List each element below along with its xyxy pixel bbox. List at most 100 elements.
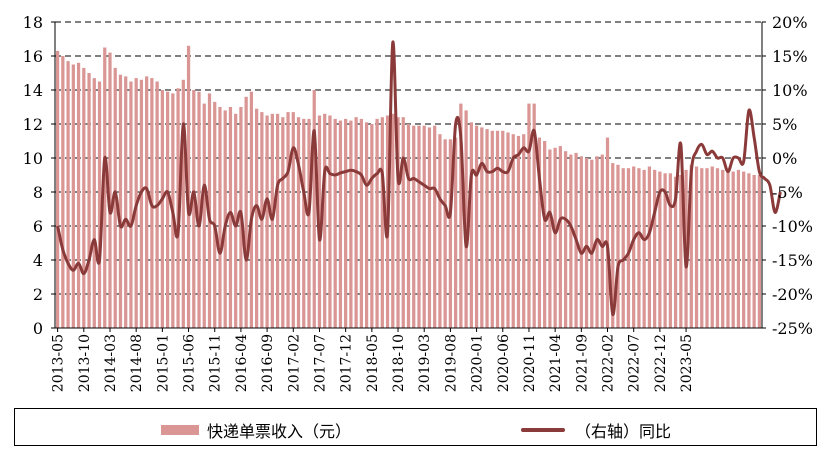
- bar: [700, 168, 703, 328]
- right-tick-label: -15%: [772, 251, 813, 270]
- bar: [554, 148, 557, 328]
- x-tick-label: 2020-01: [470, 334, 486, 392]
- bar: [721, 170, 724, 328]
- bar: [444, 139, 447, 328]
- bar: [213, 102, 216, 328]
- left-tick-label: 16: [23, 47, 43, 66]
- bar: [559, 146, 562, 328]
- bar: [355, 117, 358, 328]
- bar: [203, 104, 206, 328]
- left-tick-label: 0: [33, 319, 43, 338]
- left-tick-label: 2: [33, 285, 43, 304]
- bar: [328, 116, 331, 329]
- legend-swatch-bar: [161, 425, 199, 435]
- legend-label-line: （右轴）同比: [575, 418, 671, 442]
- bar: [423, 126, 426, 328]
- bar: [753, 175, 756, 328]
- bar: [61, 56, 64, 328]
- bar: [470, 122, 473, 328]
- bar: [417, 126, 420, 328]
- bar: [166, 92, 169, 328]
- bar: [375, 119, 378, 328]
- x-tick-label: 2020-06: [496, 334, 512, 392]
- bar: [402, 117, 405, 328]
- bar: [381, 117, 384, 328]
- bar: [140, 80, 143, 328]
- x-tick-label: 2015-06: [182, 334, 198, 392]
- bar: [391, 114, 394, 328]
- bar: [601, 155, 604, 328]
- legend-label-bar: 快递单票收入（元）: [207, 418, 351, 442]
- right-tick-label: 10%: [772, 81, 808, 100]
- bar: [695, 167, 698, 329]
- x-tick-label: 2015-11: [208, 334, 224, 392]
- bar: [271, 114, 274, 328]
- bar: [705, 168, 708, 328]
- right-tick-label: -5%: [772, 183, 803, 202]
- left-tick-label: 8: [33, 183, 43, 202]
- bar: [622, 168, 625, 328]
- bar: [606, 138, 609, 328]
- x-tick-label: 2013-10: [77, 334, 93, 392]
- left-tick-label: 14: [23, 81, 43, 100]
- bar: [637, 168, 640, 328]
- bar: [491, 131, 494, 328]
- bar: [616, 165, 619, 328]
- x-tick-label: 2023-05: [679, 334, 695, 392]
- bar: [501, 131, 504, 328]
- bar: [742, 172, 745, 328]
- bar: [758, 175, 761, 328]
- bar: [245, 97, 248, 328]
- bar: [543, 141, 546, 328]
- x-tick-label: 2017-02: [286, 334, 302, 392]
- x-tick-label: 2021-09: [574, 334, 590, 392]
- bar: [93, 78, 96, 328]
- x-tick-label: 2016-09: [260, 334, 276, 392]
- right-axis-ticks: -25%-20%-15%-10%-5%0%5%10%15%20%: [762, 13, 813, 338]
- bar: [297, 117, 300, 328]
- bar: [307, 119, 310, 328]
- bar: [653, 170, 656, 328]
- legend-item-bar: 快递单票收入（元）: [161, 418, 351, 442]
- x-tick-label: 2016-04: [234, 334, 250, 392]
- bar: [370, 124, 373, 328]
- bar: [344, 119, 347, 328]
- right-tick-label: 0%: [772, 149, 797, 168]
- bar: [564, 151, 567, 328]
- bar: [98, 82, 101, 329]
- bar: [349, 121, 352, 328]
- left-tick-label: 4: [33, 251, 43, 270]
- x-tick-label: 2021-04: [548, 334, 564, 392]
- x-tick-label: 2022-02: [601, 334, 617, 392]
- right-tick-label: -20%: [772, 285, 813, 304]
- x-tick-label: 2018-05: [365, 334, 381, 392]
- bar: [129, 82, 132, 329]
- bar: [66, 61, 69, 328]
- bar: [161, 90, 164, 328]
- bar-series: [56, 46, 761, 328]
- right-tick-label: 5%: [772, 115, 797, 134]
- bar: [506, 133, 509, 329]
- left-tick-label: 6: [33, 217, 43, 236]
- bar: [323, 114, 326, 328]
- bar: [412, 126, 415, 328]
- bar: [360, 119, 363, 328]
- bar: [726, 170, 729, 328]
- bar: [182, 80, 185, 328]
- bar: [732, 172, 735, 328]
- bar: [276, 114, 279, 328]
- x-tick-label: 2013-05: [51, 334, 67, 392]
- bar: [77, 63, 80, 328]
- left-tick-label: 12: [23, 115, 43, 134]
- right-tick-label: -25%: [772, 319, 813, 338]
- left-tick-label: 18: [23, 13, 43, 32]
- x-tick-label: 2017-07: [312, 334, 328, 392]
- bar: [548, 150, 551, 329]
- bar: [265, 116, 268, 329]
- bar: [580, 156, 583, 328]
- bar: [124, 76, 127, 328]
- bar: [119, 75, 122, 328]
- bar: [643, 170, 646, 328]
